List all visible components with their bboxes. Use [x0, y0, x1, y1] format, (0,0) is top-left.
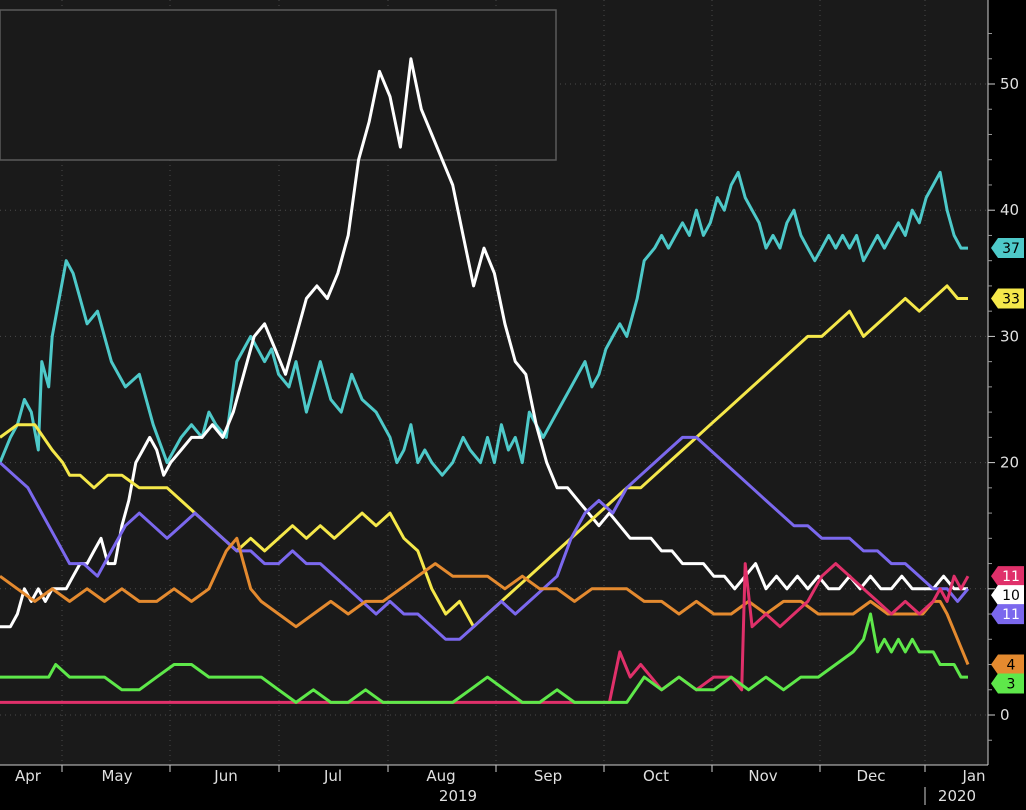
series-line-4	[0, 536, 970, 666]
x-tick-label: Aug	[426, 767, 455, 785]
x-tick-label: Jul	[323, 767, 342, 785]
y-tick-label: 30	[1000, 327, 1019, 345]
last-value-label: 4	[1007, 658, 1016, 674]
x-tick-label: Jan	[961, 767, 985, 785]
x-tick-label: Oct	[643, 767, 669, 785]
y-axis: 0 10 20 30 40 50	[987, 0, 1019, 765]
last-value-labels: 37 33 11 10 11 4 3	[991, 238, 1024, 694]
y-tick-label: 50	[1000, 75, 1019, 93]
x-tick-label: May	[101, 767, 132, 785]
x-axis: Apr May Jun Jul Aug Sep Oct Nov Dec Jan 2019 2020	[0, 764, 988, 805]
year-label: 2020	[938, 787, 976, 805]
x-tick-label: Sep	[534, 767, 562, 785]
last-value-label: 10	[1002, 588, 1020, 604]
last-value-tag: 37	[991, 238, 1024, 259]
last-value-tag: 33	[991, 288, 1024, 309]
last-value-tag: 10	[991, 585, 1024, 606]
last-value-tag: 4	[991, 654, 1024, 675]
x-tick-label: Nov	[748, 767, 777, 785]
x-tick-label: Apr	[15, 767, 42, 785]
last-value-tag-bg	[991, 585, 1024, 606]
last-value-tag: 11	[991, 566, 1024, 587]
series-line-3	[0, 435, 970, 641]
x-tick-label: Dec	[856, 767, 885, 785]
last-value-tag-bg	[991, 673, 1024, 694]
last-value-label: 11	[1002, 607, 1020, 623]
series-lines	[0, 57, 970, 704]
x-tick-label: Jun	[213, 767, 237, 785]
series-line-6	[0, 612, 968, 704]
y-tick-label: 40	[1000, 201, 1019, 219]
last-value-label: 3	[1007, 677, 1016, 693]
last-value-tag-bg	[991, 288, 1024, 309]
last-value-tag: 3	[991, 673, 1024, 694]
last-value-tag-bg	[991, 566, 1024, 587]
last-value-tag-bg	[991, 604, 1024, 625]
y-tick-label: 20	[1000, 454, 1019, 472]
last-value-label: 33	[1002, 292, 1020, 308]
year-label: 2019	[439, 787, 477, 805]
legend-box	[0, 9, 557, 161]
last-value-tag-bg	[991, 654, 1024, 675]
y-tick-label: 0	[1000, 706, 1010, 724]
last-value-label: 11	[1002, 569, 1020, 585]
last-value-tag: 11	[991, 604, 1024, 625]
last-value-tag-bg	[991, 238, 1024, 259]
last-value-label: 37	[1002, 241, 1020, 257]
